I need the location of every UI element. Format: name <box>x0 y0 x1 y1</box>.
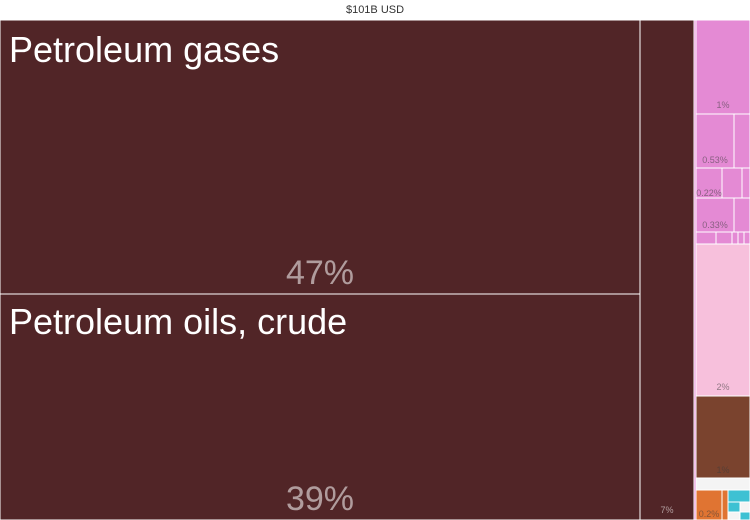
tile-petroleum-oils-crude[interactable] <box>0 293 641 520</box>
tile-cyan-3[interactable] <box>739 501 750 513</box>
tile-mineral-other[interactable] <box>639 20 695 520</box>
tile-pink-1-percent: 1% <box>716 100 729 110</box>
tile-brown-percent: 1% <box>716 465 729 475</box>
tile-pink-5e[interactable] <box>743 231 750 245</box>
tile-cyan-2[interactable] <box>727 501 741 513</box>
tile-pink-5[interactable] <box>695 231 717 245</box>
tile-white-1[interactable] <box>695 477 750 491</box>
tile-pink-3c[interactable] <box>741 167 750 199</box>
tile-orange-b[interactable] <box>721 489 729 520</box>
tile-petroleum-gases[interactable] <box>0 20 641 295</box>
tile-pink-1[interactable] <box>695 20 750 115</box>
tile-pink-5b[interactable] <box>715 231 733 245</box>
tile-cyan-1[interactable] <box>727 489 750 503</box>
tile-pink-3-percent: 0.22% <box>696 188 722 198</box>
tile-light-pink-percent: 2% <box>716 382 729 392</box>
tile-pink-2b[interactable] <box>733 113 750 169</box>
tile-pink-3b[interactable] <box>721 167 743 199</box>
tile-pink-4b[interactable] <box>733 197 750 233</box>
treemap-chart: Petroleum gases 47% Petroleum oils, crud… <box>0 20 750 520</box>
tile-pink-5d[interactable] <box>737 231 745 245</box>
tile-cyan-5[interactable] <box>739 511 750 520</box>
tile-pink-3[interactable] <box>695 167 723 199</box>
tile-petroleum-gases-percent: 47% <box>286 254 354 292</box>
tile-mineral-other-percent: 7% <box>660 505 673 515</box>
tile-petroleum-oils-crude-percent: 39% <box>286 480 354 518</box>
tile-petroleum-oils-crude-label: Petroleum oils, crude <box>9 301 347 342</box>
tile-pink-2-percent: 0.53% <box>702 155 728 165</box>
tile-pink-2[interactable] <box>695 113 735 169</box>
tile-pink-5c[interactable] <box>731 231 739 245</box>
total-value-label: $101B USD <box>345 4 405 16</box>
tile-orange-percent: 0.2% <box>699 509 720 519</box>
tile-petroleum-gases-label: Petroleum gases <box>9 29 279 70</box>
tile-light-pink[interactable] <box>695 243 750 397</box>
tile-pink-4-percent: 0.33% <box>702 220 728 230</box>
tile-cyan-4[interactable] <box>727 511 741 520</box>
